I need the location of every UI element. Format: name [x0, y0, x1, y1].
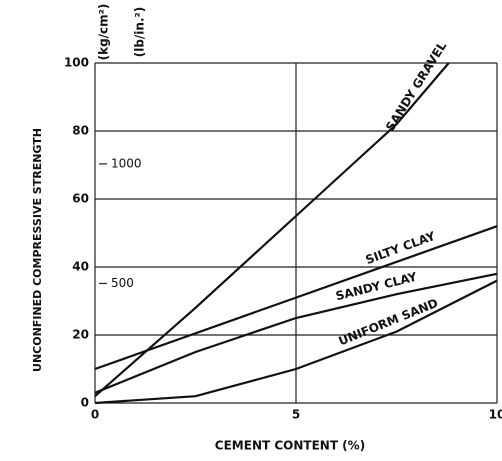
y-tick-label: 0 — [81, 396, 89, 410]
series-label: SANDY GRAVEL — [383, 39, 449, 134]
y-axis-label: UNCONFINED COMPRESSIVE STRENGTH — [31, 128, 44, 372]
curve — [94, 272, 498, 394]
y-tick-label: 20 — [72, 328, 89, 342]
y2-tick-label: 500 — [111, 276, 134, 290]
y2-tick-label: 1000 — [111, 156, 142, 170]
y-tick-label: 40 — [72, 260, 89, 274]
x-tick-label: 5 — [292, 408, 300, 422]
y-tick-label: 100 — [64, 56, 89, 70]
curve — [94, 62, 450, 398]
x-axis-label: CEMENT CONTENT (%) — [215, 439, 365, 453]
y-unit: (kg/cm²) — [97, 4, 111, 61]
y2-unit: (lb/in.²) — [133, 7, 147, 58]
x-tick-label: 0 — [91, 408, 99, 422]
curve — [94, 279, 498, 405]
x-tick-label: 10 — [489, 408, 502, 422]
curve — [94, 225, 498, 371]
y-tick-label: 80 — [72, 124, 89, 138]
y-tick-label: 60 — [72, 192, 89, 206]
